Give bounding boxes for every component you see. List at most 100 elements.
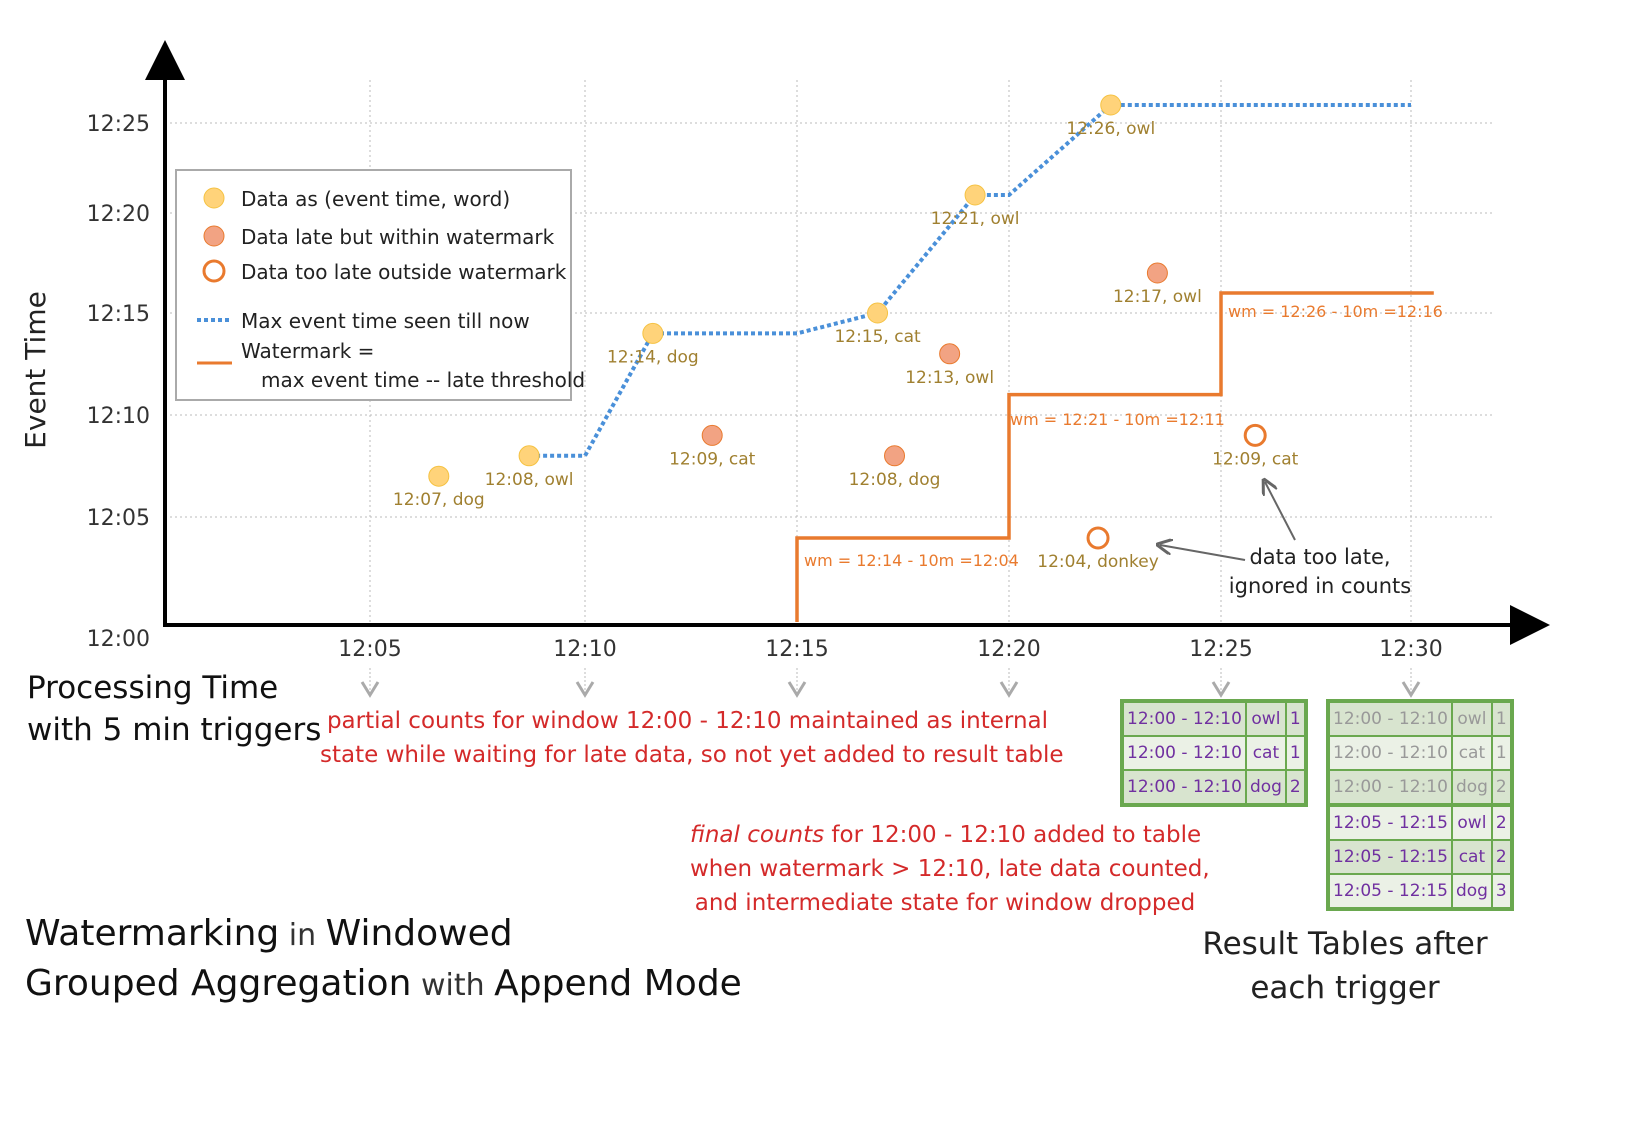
data-point-label: 12:07, dog bbox=[393, 490, 485, 510]
table-row: 12:05 - 12:15 cat 2 bbox=[1327, 839, 1513, 875]
trigger-arrow-icon bbox=[360, 681, 380, 698]
final-note-em: final counts bbox=[690, 822, 825, 848]
table-cell: 12:00 - 12:10 bbox=[1327, 735, 1453, 771]
table-cell: 12:05 - 12:15 bbox=[1327, 803, 1453, 841]
data-point-label: 12:15, cat bbox=[834, 327, 921, 347]
data-point-label: 12:04, donkey bbox=[1037, 552, 1159, 572]
legend-watermark-2: max event time -- late threshold bbox=[261, 368, 585, 392]
partial-note-2: state while waiting for late data, so no… bbox=[320, 742, 1064, 768]
table-cell: cat bbox=[1244, 735, 1287, 771]
table-cell: dog bbox=[1244, 769, 1287, 806]
x-axis-label-1: Processing Time bbox=[27, 670, 279, 706]
table-cell: 2 bbox=[1490, 769, 1513, 806]
table-cell: 12:00 - 12:10 bbox=[1121, 700, 1247, 737]
late-swatch-icon bbox=[203, 225, 225, 247]
data-point-on-time bbox=[518, 445, 540, 467]
table-cell: cat bbox=[1450, 839, 1493, 875]
on-time-swatch-icon bbox=[203, 187, 225, 209]
legend-on-time: Data as (event time, word) bbox=[241, 187, 510, 211]
final-note-3: and intermediate state for window droppe… bbox=[694, 890, 1196, 916]
result-table-1230: 12:00 - 12:10 owl 1 12:00 - 12:10 cat 1 12:00 … bbox=[1326, 699, 1514, 911]
data-point-late bbox=[939, 343, 961, 365]
table-cell: dog bbox=[1450, 769, 1493, 806]
table-cell: owl bbox=[1244, 700, 1287, 737]
table-cell: 1 bbox=[1284, 735, 1307, 771]
trigger-arrow-icon bbox=[575, 681, 595, 698]
trigger-arrow-icon bbox=[787, 681, 807, 698]
data-point-on-time bbox=[867, 302, 889, 324]
final-note-1: for 12:00 - 12:10 added to table bbox=[824, 822, 1202, 848]
table-row: 12:00 - 12:10 owl 1 bbox=[1121, 700, 1307, 737]
table-cell: 1 bbox=[1490, 735, 1513, 771]
table-cell: 1 bbox=[1490, 700, 1513, 737]
x-tick-label: 12:30 bbox=[1379, 637, 1442, 662]
table-cell: 1 bbox=[1284, 700, 1307, 737]
data-point-label: 12:17, owl bbox=[1113, 287, 1202, 307]
table-cell: 12:00 - 12:10 bbox=[1121, 769, 1247, 806]
legend: Data as (event time, word) Data late but… bbox=[175, 169, 585, 401]
result-tables-caption: Result Tables after each trigger bbox=[1202, 926, 1488, 1006]
x-tick-label: 12:15 bbox=[765, 637, 828, 662]
legend-late: Data late but within watermark bbox=[241, 225, 555, 249]
data-point-on-time bbox=[642, 322, 664, 344]
table-cell: dog bbox=[1450, 873, 1493, 910]
table-cell: 2 bbox=[1284, 769, 1307, 806]
watermark-label-1: wm = 12:14 - 10m =12:04 bbox=[804, 551, 1019, 570]
data-point-on-time bbox=[1100, 94, 1122, 116]
data-point-on-time bbox=[964, 184, 986, 206]
too-late-note-2: ignored in counts bbox=[1229, 574, 1411, 598]
y-tick-label: 12:00 bbox=[87, 627, 150, 652]
data-point-label: 12:08, dog bbox=[849, 470, 941, 490]
data-point-late bbox=[701, 424, 723, 446]
x-axis-label-2: with 5 min triggers bbox=[27, 712, 322, 748]
data-point-late bbox=[1146, 262, 1168, 284]
trigger-arrow-icon bbox=[1211, 681, 1231, 698]
data-point-label: 12:26, owl bbox=[1066, 119, 1155, 139]
final-counts-note: final counts for 12:00 - 12:10 added to … bbox=[690, 818, 1210, 920]
data-point-late bbox=[884, 445, 906, 467]
arrow-to-cat bbox=[1265, 482, 1296, 541]
table-cell: cat bbox=[1450, 735, 1493, 771]
table-row: 12:00 - 12:10 dog 2 bbox=[1121, 769, 1307, 806]
data-point-on-time bbox=[428, 465, 450, 487]
data-point-label: 12:09, cat bbox=[669, 449, 756, 469]
table-cell: 12:00 - 12:10 bbox=[1327, 769, 1453, 806]
data-point-too-late bbox=[1243, 423, 1267, 447]
y-tick-label: 12:10 bbox=[87, 404, 150, 429]
table-row: 12:00 - 12:10 dog 2 bbox=[1327, 769, 1513, 806]
x-tick-label: 12:20 bbox=[977, 637, 1040, 662]
table-cell: 12:00 - 12:10 bbox=[1121, 735, 1247, 771]
y-tick-label: 12:15 bbox=[87, 302, 150, 327]
too-late-swatch-icon bbox=[202, 259, 226, 283]
data-point-label: 12:09, cat bbox=[1212, 449, 1299, 469]
table-cell: 12:05 - 12:15 bbox=[1327, 839, 1453, 875]
data-point-label: 12:21, owl bbox=[931, 209, 1020, 229]
table-cell: owl bbox=[1450, 803, 1493, 841]
table-row: 12:00 - 12:10 owl 1 bbox=[1327, 700, 1513, 737]
y-tick-label: 12:25 bbox=[87, 112, 150, 137]
watermark-line bbox=[795, 291, 1434, 622]
data-point-label: 12:13, owl bbox=[905, 368, 994, 388]
result-table-1225: 12:00 - 12:10 owl 1 12:00 - 12:10 cat 1 12:00 … bbox=[1120, 699, 1308, 807]
table-row: 12:00 - 12:10 cat 1 bbox=[1121, 735, 1307, 771]
table-cell: 12:00 - 12:10 bbox=[1327, 700, 1453, 737]
trigger-arrow-icon bbox=[999, 681, 1019, 698]
x-tick-label: 12:25 bbox=[1189, 637, 1252, 662]
y-tick-label: 12:05 bbox=[87, 506, 150, 531]
table-cell: 3 bbox=[1490, 873, 1513, 910]
too-late-note-1: data too late, bbox=[1249, 545, 1390, 569]
watermark-label-3: wm = 12:26 - 10m =12:16 bbox=[1228, 302, 1443, 321]
table-row: 12:00 - 12:10 cat 1 bbox=[1327, 735, 1513, 771]
data-point-label: 12:08, owl bbox=[485, 470, 574, 490]
table-row: 12:05 - 12:15 dog 3 bbox=[1327, 873, 1513, 910]
legend-max-line: Max event time seen till now bbox=[241, 309, 530, 333]
legend-watermark-1: Watermark = bbox=[241, 339, 374, 363]
x-tick-label: 12:10 bbox=[553, 637, 616, 662]
partial-counts-note: partial counts for window 12:00 - 12:10 … bbox=[320, 704, 1064, 772]
trigger-arrow-icon bbox=[1401, 681, 1421, 698]
x-tick-label: 12:05 bbox=[338, 637, 401, 662]
table-row: 12:05 - 12:15 owl 2 bbox=[1327, 803, 1513, 841]
legend-too-late: Data too late outside watermark bbox=[241, 260, 567, 284]
